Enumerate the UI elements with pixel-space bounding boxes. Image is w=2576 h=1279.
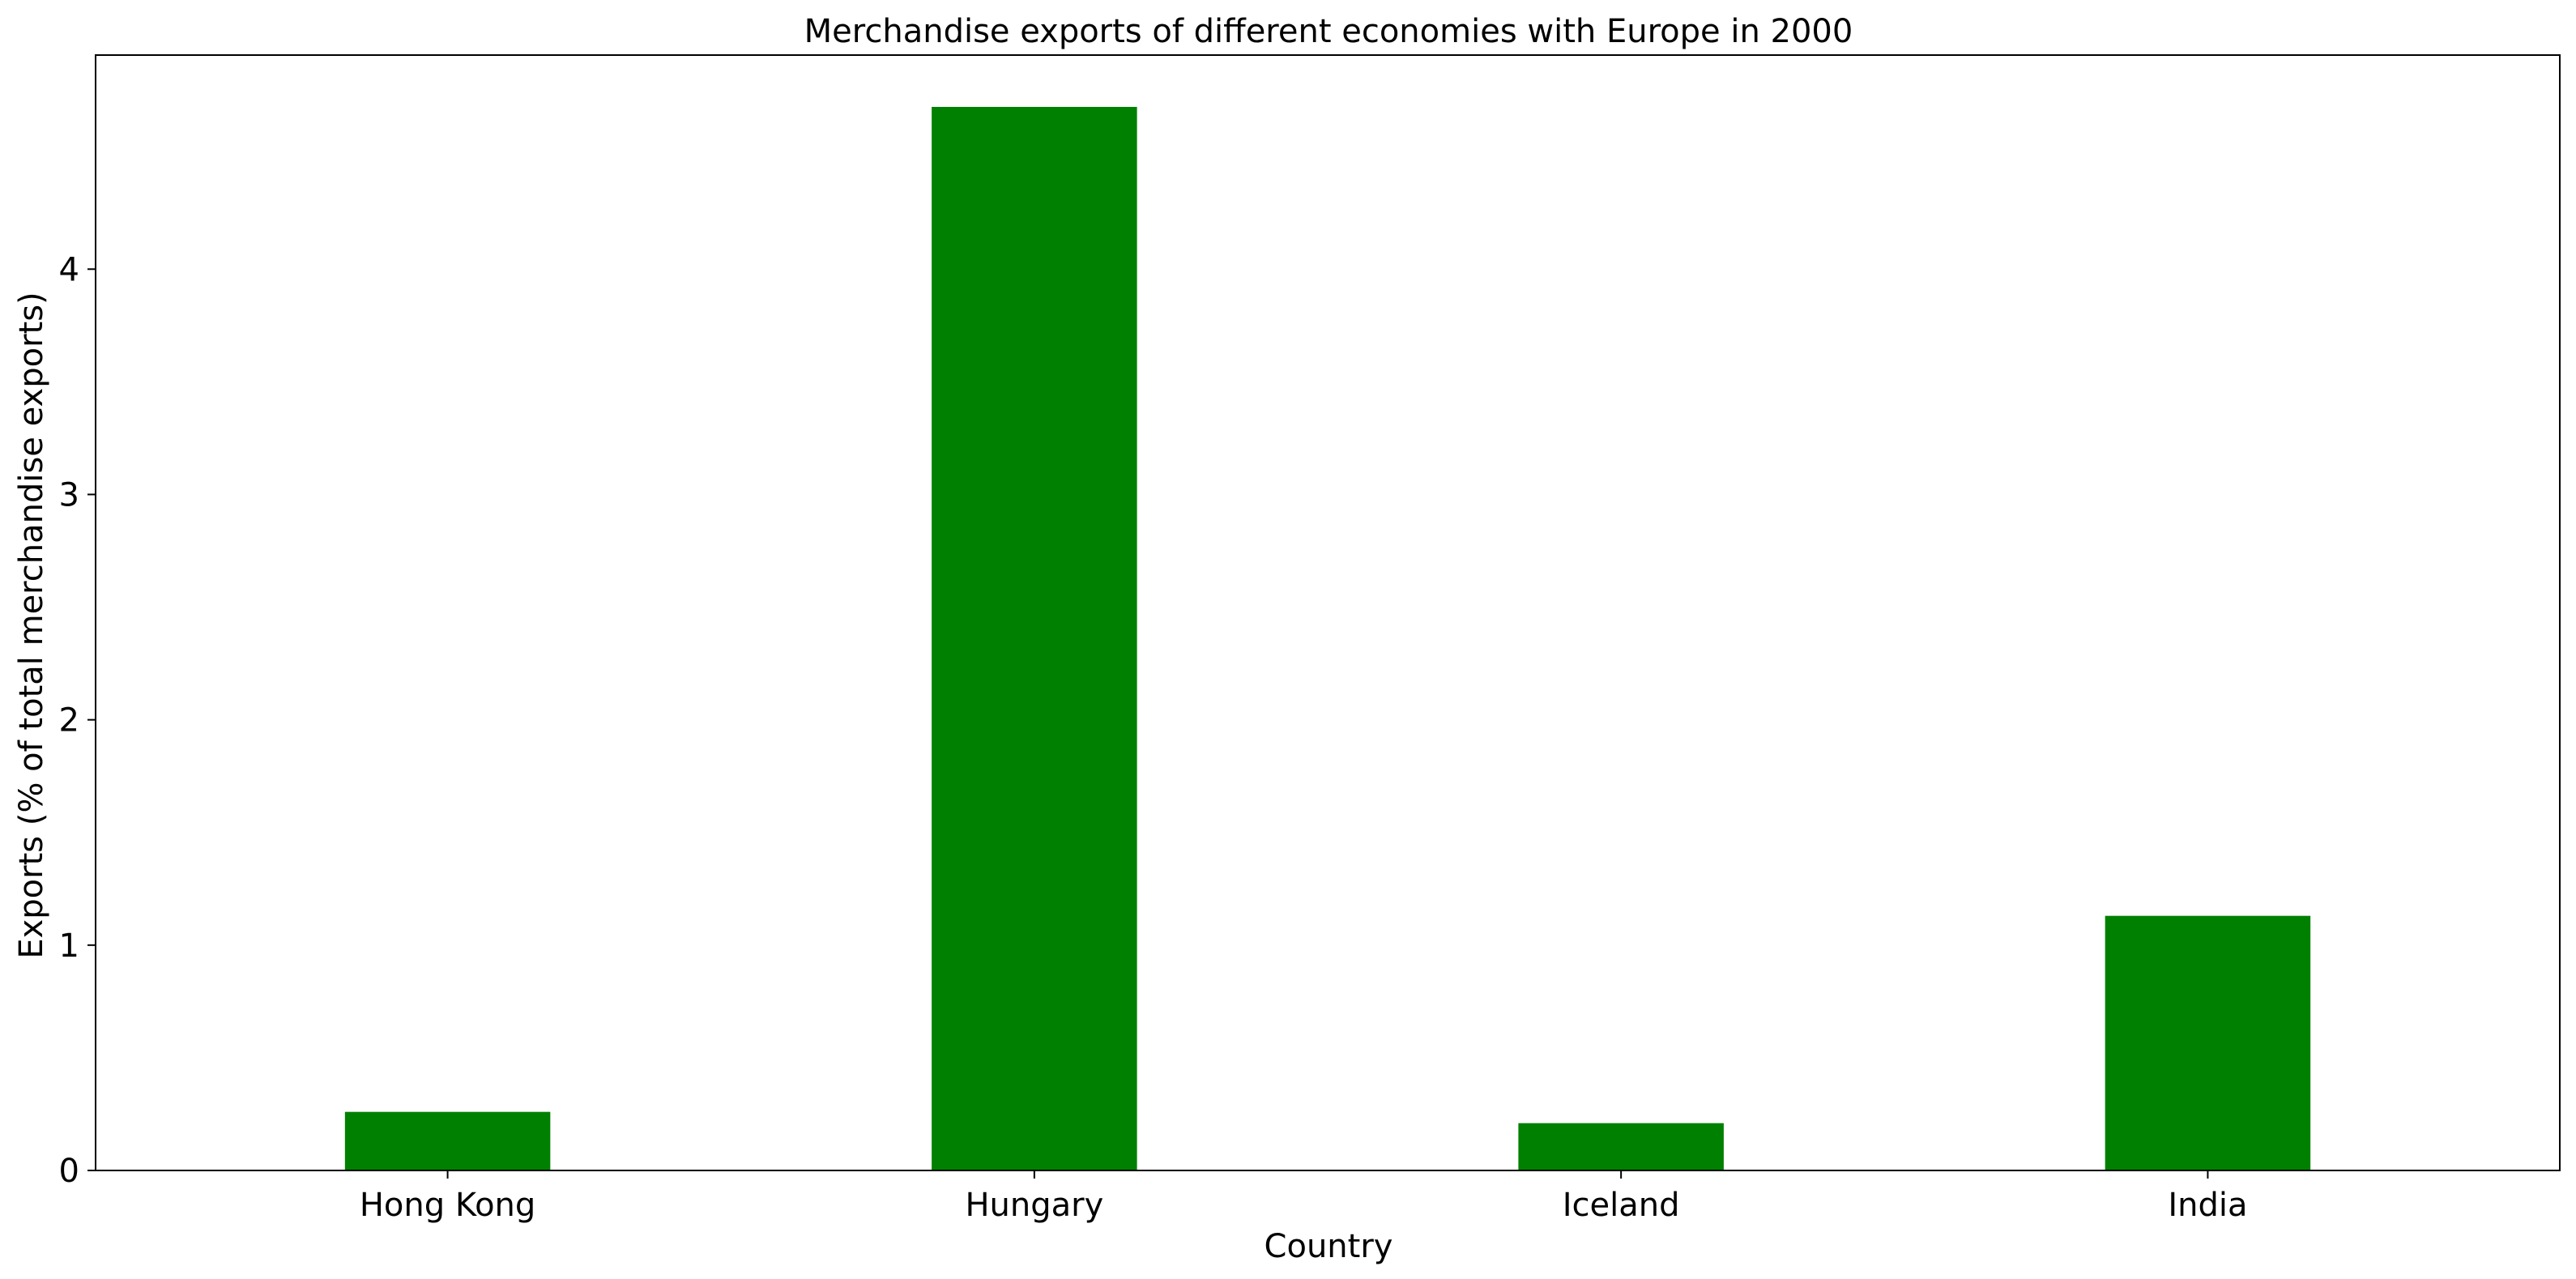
plot-frame xyxy=(95,54,2561,1171)
bar-iceland xyxy=(1518,1123,1724,1170)
x-axis-ticks: Hong Kong Hungary Iceland India xyxy=(360,1170,2248,1224)
x-tick-label: Hungary xyxy=(965,1187,1103,1224)
x-tick-label: Iceland xyxy=(1563,1187,1680,1224)
bar-india xyxy=(2105,915,2311,1170)
y-tick-label: 4 xyxy=(59,251,79,288)
x-tick-label: Hong Kong xyxy=(360,1187,535,1224)
bar-hong-kong xyxy=(344,1111,551,1170)
y-axis-ticks: 0 1 2 3 4 xyxy=(59,251,96,1190)
x-tick-label: India xyxy=(2168,1187,2247,1224)
chart-title: Merchandise exports of different economi… xyxy=(804,13,1853,50)
y-tick-label: 3 xyxy=(59,476,79,514)
y-tick-label: 2 xyxy=(59,702,79,740)
bars-group xyxy=(344,106,2311,1170)
y-axis-label: Exports (% of total merchandise exports) xyxy=(13,292,50,958)
x-axis-label: Country xyxy=(1265,1228,1393,1265)
bar-hungary xyxy=(932,106,1137,1170)
y-tick-label: 1 xyxy=(59,927,79,965)
y-tick-label: 0 xyxy=(59,1153,79,1190)
